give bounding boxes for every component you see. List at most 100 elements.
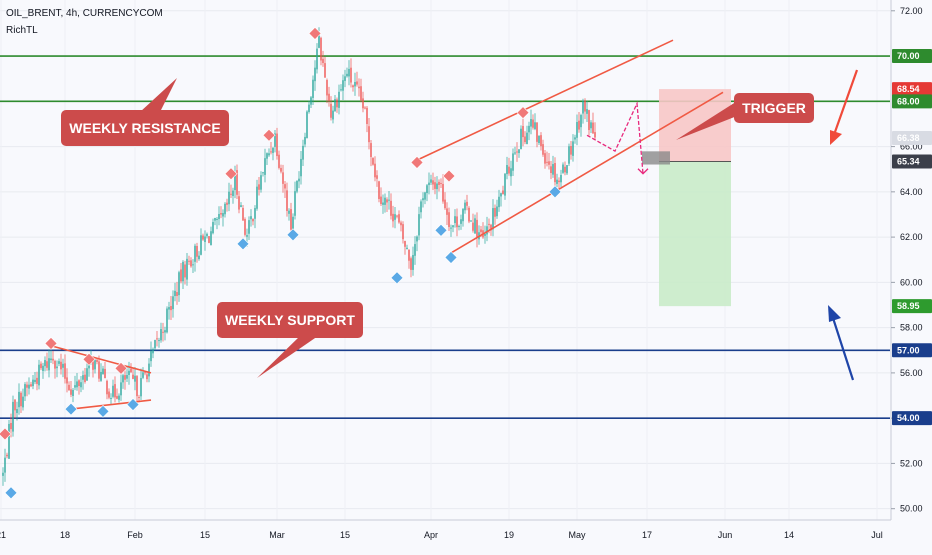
candle-body[interactable] [100,371,102,381]
candle-body[interactable] [276,133,278,157]
candle-body[interactable] [484,233,486,236]
candle-body[interactable] [302,145,304,160]
candle-body[interactable] [462,209,464,222]
candle-body[interactable] [242,207,244,221]
candle-body[interactable] [540,135,542,147]
candle-body[interactable] [104,368,106,379]
candle-body[interactable] [410,258,412,270]
candle-body[interactable] [388,199,390,201]
candle-body[interactable] [364,107,366,109]
candle-body[interactable] [86,368,88,381]
candle-body[interactable] [360,86,362,101]
candle-body[interactable] [78,380,80,387]
candle-body[interactable] [286,190,288,212]
candle-body[interactable] [28,384,30,389]
candle-body[interactable] [250,216,252,220]
candle-body[interactable] [46,361,48,368]
candle-body[interactable] [184,264,186,278]
candle-body[interactable] [344,76,346,81]
candle-body[interactable] [338,91,340,108]
candle-body[interactable] [396,215,398,217]
candle-body[interactable] [562,164,564,173]
candle-body[interactable] [430,179,432,183]
candle-body[interactable] [448,212,450,227]
candle-body[interactable] [218,213,220,220]
candle-body[interactable] [458,226,460,228]
candle-body[interactable] [312,79,314,98]
candle-body[interactable] [226,202,228,205]
candle-body[interactable] [584,100,586,112]
candle-body[interactable] [304,136,306,145]
candle-body[interactable] [392,213,394,222]
candle-body[interactable] [282,172,284,184]
candle-body[interactable] [274,133,276,147]
candle-body[interactable] [158,340,160,342]
candle-body[interactable] [60,361,62,370]
candle-body[interactable] [64,363,66,379]
candle-body[interactable] [552,164,554,175]
candle-body[interactable] [92,360,94,370]
candle-body[interactable] [426,185,428,194]
candle-body[interactable] [152,349,154,354]
candle-body[interactable] [592,122,594,134]
candle-body[interactable] [114,384,116,398]
candle-body[interactable] [332,110,334,120]
candle-body[interactable] [98,361,100,379]
candle-body[interactable] [138,397,140,399]
candle-body[interactable] [532,119,534,128]
candle-body[interactable] [434,182,436,189]
candle-body[interactable] [460,219,462,224]
candle-body[interactable] [264,158,266,175]
candle-body[interactable] [514,152,516,154]
candle-body[interactable] [198,255,200,260]
candle-body[interactable] [520,128,522,150]
candle-body[interactable] [404,240,406,247]
candle-body[interactable] [160,329,162,341]
candle-body[interactable] [68,384,70,391]
candle-body[interactable] [418,214,420,236]
candle-body[interactable] [244,219,246,235]
candle-body[interactable] [196,245,198,257]
candle-body[interactable] [256,186,258,209]
candle-body[interactable] [560,175,562,183]
candle-body[interactable] [206,233,208,237]
stop-loss-zone[interactable] [659,89,731,162]
candle-body[interactable] [288,210,290,214]
candle-body[interactable] [502,190,504,195]
candle-body[interactable] [564,166,566,173]
candle-body[interactable] [296,180,298,192]
candle-body[interactable] [504,173,506,196]
candle-body[interactable] [488,223,490,225]
candle-body[interactable] [116,396,118,399]
candle-body[interactable] [506,165,508,175]
candle-body[interactable] [328,93,330,102]
candle-body[interactable] [380,196,382,204]
candle-body[interactable] [550,166,552,174]
candle-body[interactable] [208,236,210,243]
candle-body[interactable] [120,382,122,396]
candle-body[interactable] [314,67,316,82]
candle-body[interactable] [178,272,180,296]
candle-body[interactable] [146,374,148,380]
candle-body[interactable] [82,375,84,380]
candle-body[interactable] [438,181,440,185]
candle-body[interactable] [126,374,128,379]
candle-body[interactable] [346,73,348,77]
candle-body[interactable] [496,206,498,217]
candle-body[interactable] [118,395,120,400]
candle-body[interactable] [140,378,142,397]
candle-body[interactable] [168,307,170,310]
candle-body[interactable] [144,372,146,374]
candle-body[interactable] [80,382,82,388]
candle-body[interactable] [334,99,336,112]
candle-body[interactable] [182,261,184,282]
candle-body[interactable] [2,472,4,476]
candle-body[interactable] [6,454,8,457]
candle-body[interactable] [136,376,138,397]
candle-body[interactable] [248,220,250,234]
candle-body[interactable] [238,196,240,210]
candle-body[interactable] [48,358,50,371]
candle-body[interactable] [538,135,540,143]
candle-body[interactable] [212,222,214,234]
candle-body[interactable] [306,111,308,139]
